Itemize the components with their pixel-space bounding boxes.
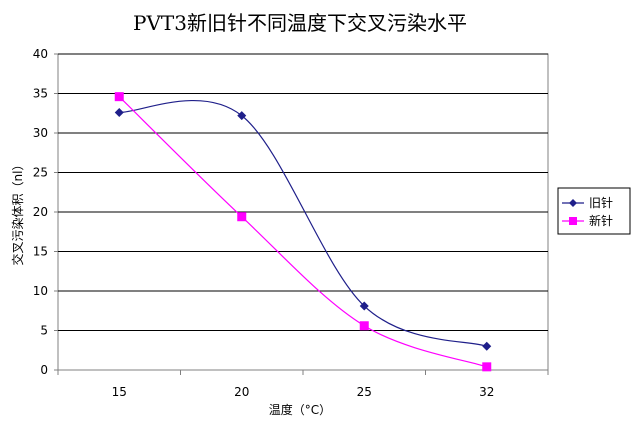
series-2 [114, 92, 492, 372]
x-tick-label: 25 [357, 385, 372, 399]
legend-marker [569, 199, 577, 207]
y-tick-label: 35 [33, 87, 48, 101]
x-tick-label: 32 [479, 385, 494, 399]
data-point-marker [482, 362, 492, 372]
x-tick-label: 15 [112, 385, 127, 399]
data-point-marker [482, 341, 492, 351]
x-axis-title: 温度（°C） [269, 402, 331, 417]
series-line [119, 99, 487, 347]
y-tick-label: 0 [40, 363, 48, 377]
data-point-marker [237, 212, 247, 222]
legend-box [557, 187, 631, 235]
y-tick-label: 20 [33, 205, 48, 219]
series-1 [114, 99, 492, 351]
data-point-marker [237, 111, 247, 121]
y-tick-label: 5 [40, 324, 48, 338]
y-tick-label: 25 [33, 166, 48, 180]
x-tick-label: 20 [234, 385, 249, 399]
legend-marker [569, 217, 577, 225]
chart-title: PVT3新旧针不同温度下交叉污染水平 [133, 11, 467, 35]
y-axis-title: 交叉污染体积（nl） [10, 159, 25, 266]
y-tick-label: 30 [33, 126, 48, 140]
data-point-marker [114, 92, 124, 102]
data-point-marker [359, 301, 369, 311]
legend-label: 旧针 [589, 195, 613, 210]
y-tick-label: 40 [33, 47, 48, 61]
data-point-marker [359, 321, 369, 331]
series-layer [114, 92, 492, 372]
x-axis-ticks: 15 20 25 32 [57, 370, 549, 399]
gridlines [58, 53, 548, 331]
series-line [118, 96, 487, 368]
y-axis-ticks: 0 5 10 15 20 25 30 35 40 [33, 47, 58, 377]
y-tick-label: 10 [33, 284, 48, 298]
legend-label: 新针 [589, 213, 613, 228]
data-point-marker [114, 107, 124, 117]
y-tick-label: 15 [33, 245, 48, 259]
